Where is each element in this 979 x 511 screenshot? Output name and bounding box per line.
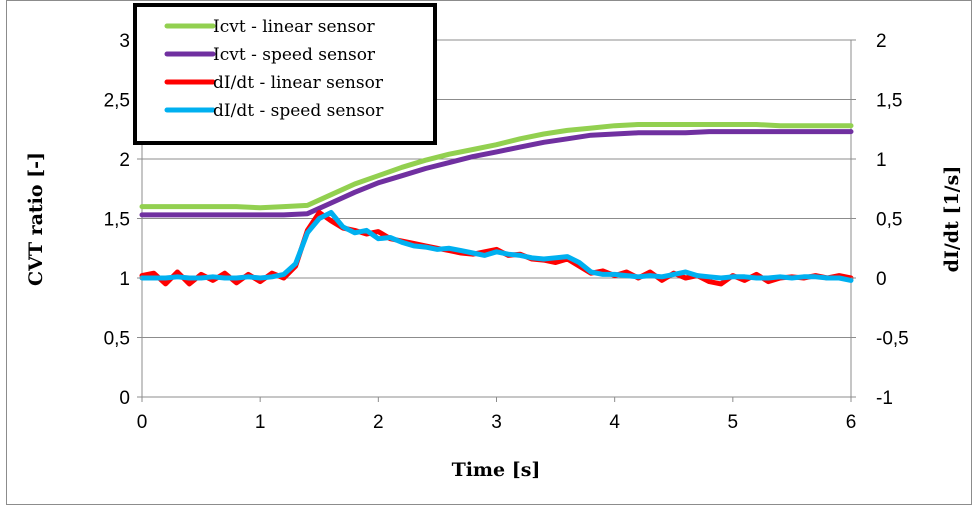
tick-labels: 0 0,5 1 1,5 2 2,5 3 -1 -0,5 0 0,5 1 1,5 2 0 1 2 3 4 5 6 <box>104 31 909 433</box>
y-left-tick-label: 0,5 <box>104 329 130 350</box>
legend-label: Icvt - speed sensor <box>213 45 376 65</box>
series-line-icvt-speed-sensor <box>139 129 854 218</box>
y-left-tick-label: 2,5 <box>104 91 130 112</box>
series-layer <box>139 122 854 287</box>
legend-label: dI/dt - linear sensor <box>213 73 384 93</box>
series-line-di-dt-linear-sensor <box>139 210 854 287</box>
legend: Icvt - linear sensor Icvt - speed sensor d… <box>133 3 437 145</box>
y-left-tick-label: 0 <box>119 388 130 409</box>
x-axis-title: Time [s] <box>452 459 541 481</box>
x-tick-label: 2 <box>373 412 384 433</box>
y-left-tick-label: 1 <box>119 269 130 290</box>
y-right-tick-label: 2 <box>876 31 887 52</box>
y-right-tick-label: 1 <box>876 150 887 171</box>
y-axis-left-title: CVT ratio [-] <box>25 152 47 286</box>
y-left-tick-label: 3 <box>119 31 130 52</box>
legend-label: Icvt - linear sensor <box>213 17 375 37</box>
legend-label: dI/dt - speed sensor <box>213 101 384 121</box>
y-left-tick-label: 2 <box>119 150 130 171</box>
y-right-tick-label: -1 <box>876 388 893 409</box>
x-tick-label: 4 <box>609 412 620 433</box>
y-left-tick-label: 1,5 <box>104 210 130 231</box>
x-tick-label: 6 <box>846 412 857 433</box>
x-tick-label: 1 <box>255 412 266 433</box>
series-line-icvt-linear-sensor <box>139 122 854 211</box>
y-right-tick-label: 1,5 <box>876 91 902 112</box>
series-line-di-dt-speed-sensor <box>139 210 854 283</box>
x-tick-label: 0 <box>137 412 148 433</box>
y-right-tick-label: 0,5 <box>876 210 902 231</box>
y-axis-right-title: dI/dt [1/s] <box>941 166 963 273</box>
x-tick-label: 3 <box>491 412 502 433</box>
y-right-tick-label: 0 <box>876 269 887 290</box>
x-tick-label: 5 <box>728 412 739 433</box>
y-right-tick-label: -0,5 <box>876 329 909 350</box>
